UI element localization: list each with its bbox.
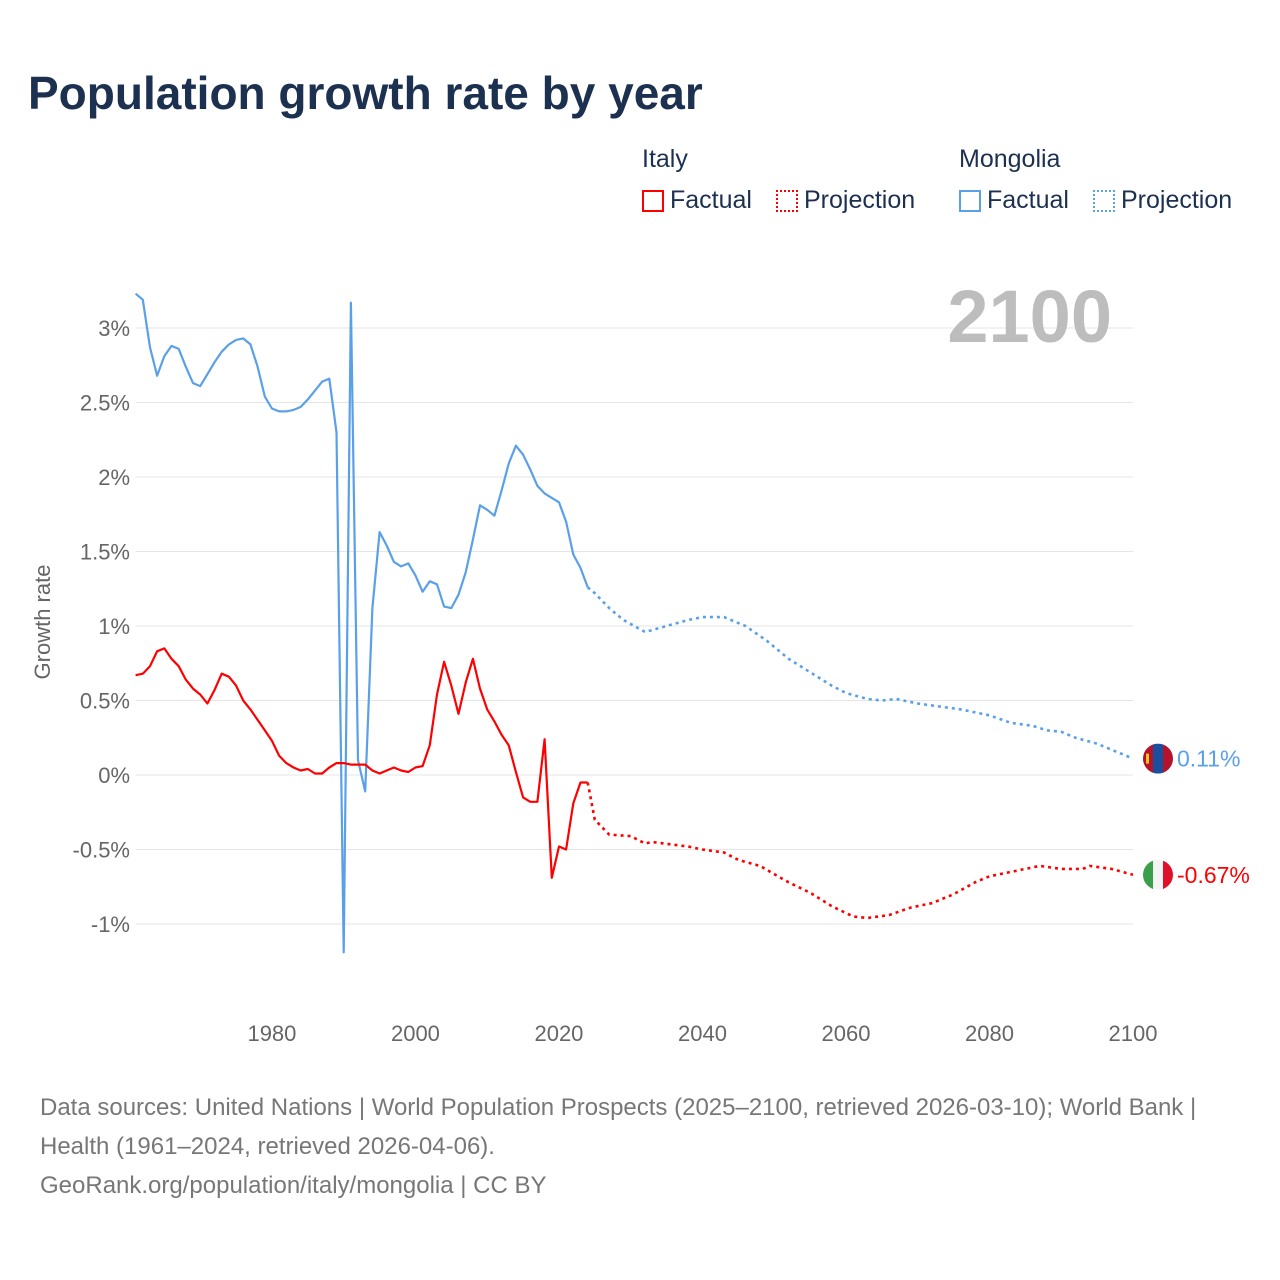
y-tick-label: 0%	[98, 763, 130, 788]
x-tick-label: 1980	[247, 1021, 296, 1046]
line-italy-projection	[586, 782, 1134, 920]
solid-swatch-icon	[959, 189, 981, 212]
year-label: 2100	[947, 275, 1112, 358]
end-label-italy: -0.67%	[1177, 862, 1250, 888]
solid-swatch-icon	[642, 189, 664, 212]
dotted-swatch-icon	[776, 189, 798, 212]
data-sources: Data sources: United Nations | World Pop…	[40, 1094, 1197, 1160]
legend-mongolia-projection[interactable]: Projection	[1093, 186, 1232, 215]
dotted-swatch-icon	[1093, 189, 1115, 212]
chart: -1% -0.5% 0% 0.5% 1% 1.5% 2% 2.5% 3% 1980 2000 2020…	[30, 275, 1250, 1046]
x-tick-label: 2060	[822, 1021, 871, 1046]
y-tick-label: 3%	[98, 316, 130, 341]
legend-group-italy: Italy	[642, 145, 688, 173]
x-tick-label: 2040	[678, 1021, 727, 1046]
legend-italy-projection[interactable]: Projection	[776, 186, 915, 215]
line-mongolia-factual	[134, 292, 589, 954]
legend-group-mongolia: Mongolia	[959, 145, 1061, 173]
line-mongolia-projection	[586, 586, 1134, 760]
legend-label: Factual	[670, 186, 752, 214]
page-title: Population growth rate by year	[28, 67, 703, 119]
y-tick-label: 2.5%	[80, 391, 130, 416]
end-label-mongolia: 0.11%	[1177, 746, 1241, 772]
legend-italy-factual[interactable]: Factual	[642, 186, 752, 215]
y-tick-label: 1.5%	[80, 540, 130, 565]
flag-mongolia-icon	[1143, 743, 1173, 774]
x-tick-label: 2020	[534, 1021, 583, 1046]
x-tick-label: 2100	[1109, 1021, 1158, 1046]
legend-mongolia-factual[interactable]: Factual	[959, 186, 1069, 215]
y-tick-label: -1%	[91, 912, 130, 937]
footer: Data sources: United Nations | World Pop…	[40, 1088, 1240, 1205]
legend-label: Projection	[804, 186, 916, 214]
flag-italy-icon	[1143, 859, 1173, 890]
line-italy-factual	[135, 647, 588, 879]
credit-link[interactable]: GeoRank.org/population/italy/mongolia | …	[40, 1172, 547, 1199]
legend-label: Factual	[987, 186, 1069, 214]
x-tick-label: 2000	[391, 1021, 440, 1046]
y-tick-label: 2%	[98, 465, 130, 490]
y-tick-label: 0.5%	[80, 689, 130, 714]
y-tick-label: 1%	[98, 614, 130, 639]
y-tick-label: -0.5%	[73, 838, 130, 863]
x-tick-label: 2080	[965, 1021, 1014, 1046]
y-axis-label: Growth rate	[30, 565, 55, 680]
legend-label: Projection	[1121, 186, 1233, 214]
